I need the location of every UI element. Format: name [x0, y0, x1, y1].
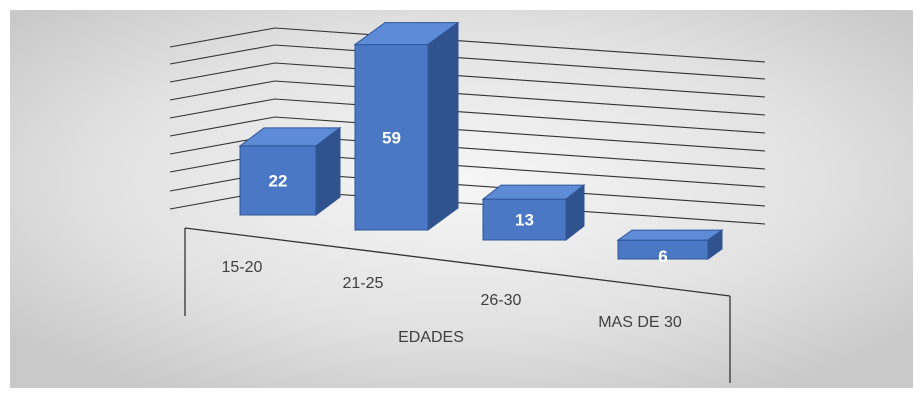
data-label: 59: [382, 128, 401, 147]
bar-3: 13: [481, 184, 586, 242]
bar-2: 59: [353, 21, 460, 231]
data-label: 13: [515, 211, 534, 230]
gridline: [169, 80, 766, 116]
x-axis-title: EDADES: [398, 329, 464, 346]
category-label: 21-25: [343, 275, 384, 292]
gridline: [169, 98, 766, 134]
category-label: 26-30: [481, 292, 522, 309]
category-label: 15-20: [222, 259, 263, 276]
gridline: [169, 27, 766, 63]
data-label: 6: [658, 247, 667, 266]
bar-front-face: [354, 44, 429, 231]
data-label: 22: [269, 171, 288, 190]
bar-side-face: [427, 21, 459, 231]
bar-top-face: [616, 229, 724, 241]
axes: [184, 227, 731, 383]
bars: 22 59 13 6: [238, 21, 724, 266]
bar-side-face: [707, 229, 723, 260]
bar-front-face: [239, 145, 317, 216]
bar-4: 6: [616, 229, 724, 266]
bar-front-face: [482, 198, 567, 241]
bar-side-face: [565, 184, 585, 242]
gridline: [169, 116, 766, 152]
bar-side-face: [315, 126, 341, 216]
chart-background: [10, 10, 913, 388]
category-label: MAS DE 30: [598, 314, 682, 331]
bar-1: 22: [238, 126, 342, 216]
category-labels: 15-20 21-25 26-30 MAS DE 30: [222, 259, 682, 331]
gridline: [169, 44, 766, 80]
floor-front-edge: [184, 227, 731, 297]
gridline: [169, 62, 766, 98]
